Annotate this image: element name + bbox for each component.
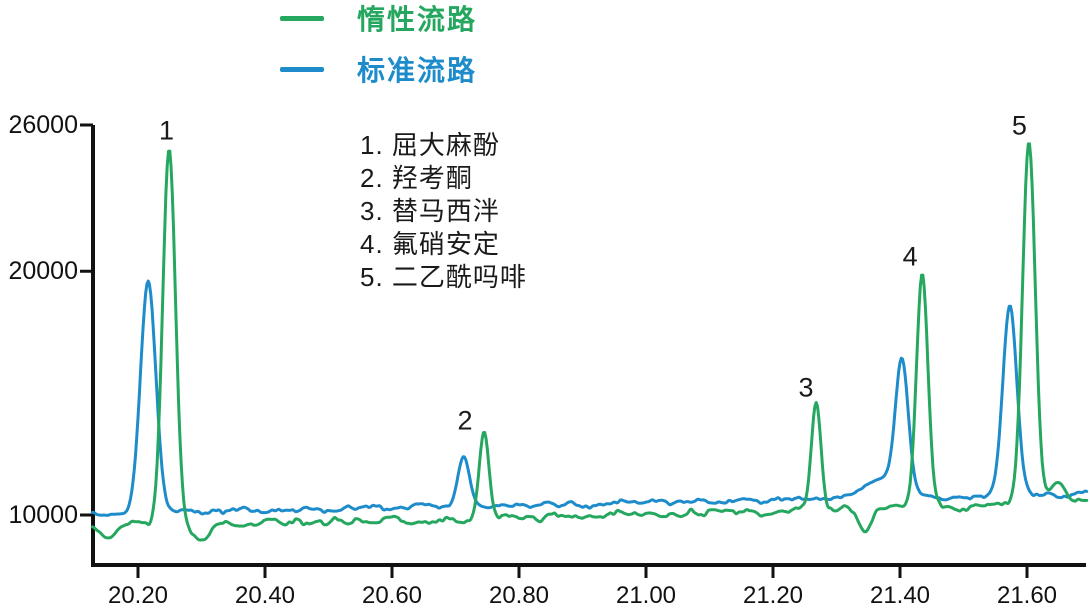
standard-flow-label: 标准流路	[357, 55, 478, 86]
inert-flow-label: 惰性流路	[357, 4, 478, 35]
compound-label: 4. 氟硝安定	[360, 229, 500, 259]
compound-label: 5. 二乙酰吗啡	[360, 262, 527, 292]
y-tick-label-10000: 10000	[8, 501, 78, 529]
x-tick-label-20.80: 20.80	[488, 582, 550, 609]
x-tick-label-21.60: 21.60	[996, 582, 1058, 609]
trace-标准流路	[90, 279, 1089, 517]
compound-label: 3. 替马西泮	[360, 196, 500, 226]
standard-flow-line-swatch	[280, 66, 324, 72]
legend-item-inert-flow: 惰性流路	[280, 3, 477, 35]
x-tick-label-20.60: 20.60	[361, 582, 423, 609]
compound-label: 2. 羟考酮	[360, 163, 473, 193]
y-tick-label-26000: 26000	[8, 111, 78, 139]
x-tick-label-20.40: 20.40	[234, 582, 296, 609]
peak-label-2: 2	[457, 405, 473, 436]
peak-label-5: 5	[1011, 110, 1027, 141]
peak-label-4: 4	[902, 241, 918, 272]
legend-item-standard-flow: 标准流路	[280, 54, 477, 86]
x-tick-label-20.20: 20.20	[107, 582, 169, 609]
y-tick-label-20000: 20000	[8, 257, 78, 286]
x-tick-label-21.40: 21.40	[869, 582, 931, 609]
legend: 惰性流路 标准流路	[280, 3, 477, 105]
compound-list: 1. 屈大麻酚 2. 羟考酮 3. 替马西泮 4. 氟硝安定 5. 二乙酰吗啡	[360, 129, 527, 294]
x-tick-label-21.00: 21.00	[615, 582, 677, 609]
inert-flow-line-swatch	[280, 15, 324, 21]
compound-label: 1. 屈大麻酚	[360, 130, 500, 160]
peak-label-3: 3	[798, 372, 814, 403]
x-tick-label-21.20: 21.20	[742, 582, 804, 609]
peak-label-1: 1	[159, 115, 175, 146]
trace-惰性流路	[90, 142, 1089, 542]
